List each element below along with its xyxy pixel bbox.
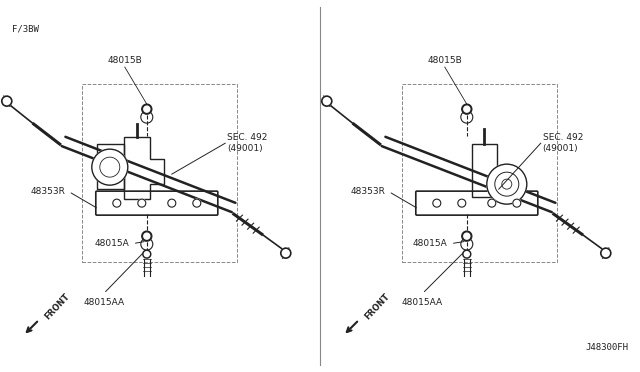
Circle shape (464, 106, 470, 112)
Circle shape (601, 248, 611, 258)
Text: 48015AA: 48015AA (402, 298, 443, 307)
Text: 48353R: 48353R (31, 187, 65, 196)
Circle shape (463, 250, 471, 258)
Circle shape (92, 149, 128, 185)
Text: 48015B: 48015B (108, 56, 142, 65)
Circle shape (281, 248, 291, 258)
Circle shape (488, 199, 496, 207)
Text: SEC. 492
(49001): SEC. 492 (49001) (543, 133, 583, 153)
Text: J48300FH: J48300FH (586, 343, 628, 352)
Circle shape (193, 199, 201, 207)
Circle shape (138, 199, 146, 207)
Bar (82, 84, 237, 262)
Text: FRONT: FRONT (44, 292, 72, 322)
Circle shape (113, 199, 121, 207)
Circle shape (322, 96, 332, 106)
Circle shape (462, 104, 472, 114)
Circle shape (144, 106, 150, 112)
Text: 48353R: 48353R (351, 187, 385, 196)
Circle shape (513, 199, 521, 207)
Bar (402, 84, 557, 262)
Text: SEC. 492
(49001): SEC. 492 (49001) (227, 133, 268, 153)
Circle shape (142, 104, 152, 114)
Circle shape (487, 164, 527, 204)
Text: 48015A: 48015A (95, 239, 129, 248)
Circle shape (464, 251, 469, 257)
Circle shape (142, 231, 152, 241)
Circle shape (168, 199, 176, 207)
Circle shape (462, 231, 472, 241)
Circle shape (143, 250, 151, 258)
Circle shape (144, 233, 150, 239)
Circle shape (144, 251, 149, 257)
Circle shape (464, 233, 470, 239)
Circle shape (458, 199, 466, 207)
Text: 48015A: 48015A (413, 239, 447, 248)
Text: FRONT: FRONT (364, 292, 392, 322)
Text: 48015B: 48015B (428, 56, 462, 65)
Circle shape (2, 96, 12, 106)
Text: F/3BW: F/3BW (12, 24, 38, 33)
Circle shape (433, 199, 441, 207)
Text: 48015AA: 48015AA (83, 298, 124, 307)
